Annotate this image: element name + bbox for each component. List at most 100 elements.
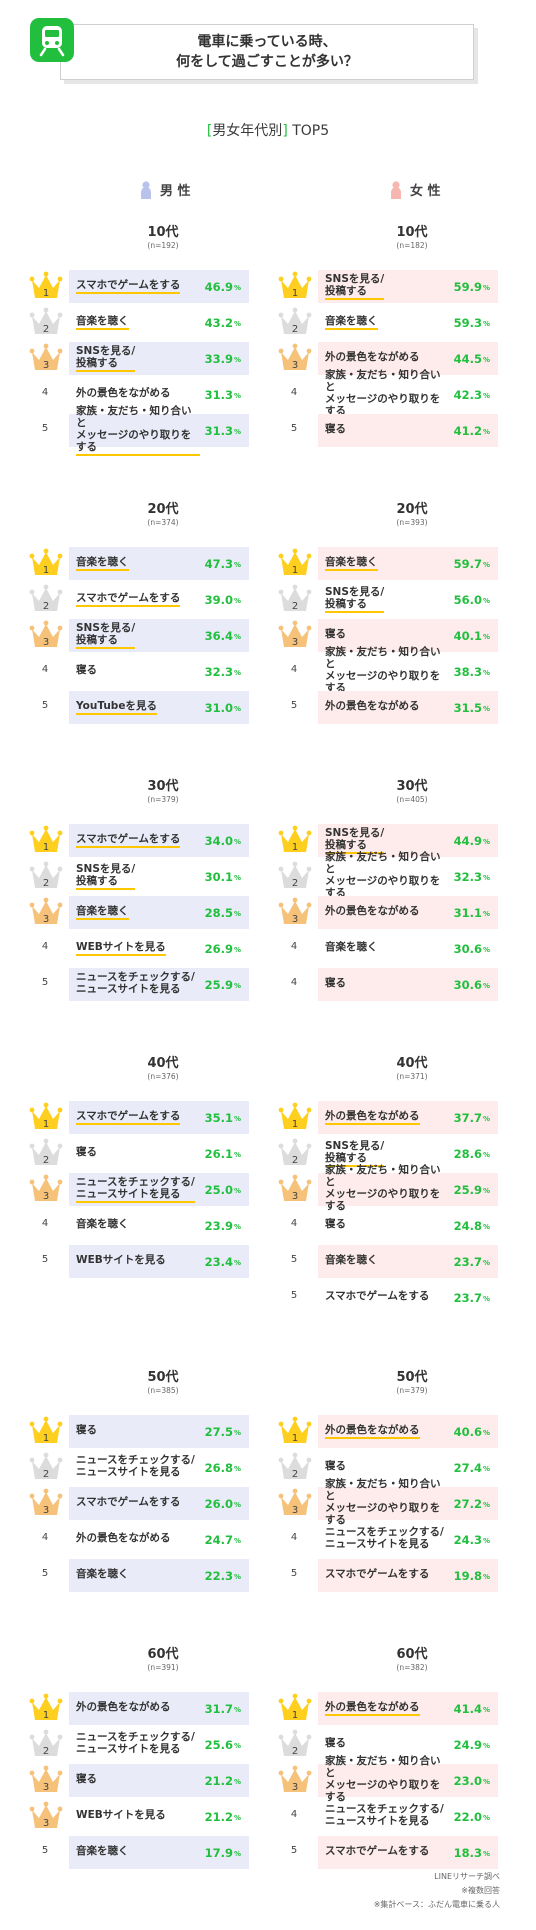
bracket-close: ] xyxy=(282,123,288,139)
item-value: 24.8% xyxy=(453,1218,490,1233)
item-cell: 外の景色をながめる 31.7% xyxy=(69,1692,249,1725)
ranking-row: 5 家族・友だち・知り合いと メッセージのやり取りをする 31.3% xyxy=(29,405,249,456)
item-value: 35.1% xyxy=(204,1110,241,1125)
item-label: 音楽を聴く xyxy=(76,547,200,580)
item-value: 19.8% xyxy=(453,1568,490,1583)
item-label-text: SNSを見る/投稿する xyxy=(325,586,385,613)
item-value: 41.2% xyxy=(453,423,490,438)
item-cell: ニュースをチェックする/ニュースサイトを見る 22.0% xyxy=(318,1800,498,1833)
ranking-row: 5 YouTubeを見る 31.0% xyxy=(29,691,249,724)
gold-crown-icon: 1 xyxy=(278,825,312,855)
silver-crown-icon: 2 xyxy=(29,1452,63,1482)
item-label: 音楽を聴く xyxy=(76,306,200,339)
item-label: 音楽を聴く xyxy=(325,932,449,965)
item-label-text: スマホでゲームをする xyxy=(76,1496,181,1508)
item-cell: ニュースをチェックする/ニュースサイトを見る 25.9% xyxy=(69,968,249,1001)
ranking-row: 2 寝る 27.4% xyxy=(278,1451,498,1484)
percent-unit: % xyxy=(482,392,490,400)
item-label: スマホでゲームをする xyxy=(76,1101,200,1134)
item-cell: 家族・友だち・知り合いと メッセージのやり取りをする 31.3% xyxy=(69,405,249,456)
percent-unit: % xyxy=(233,1187,241,1195)
percent-unit: % xyxy=(482,597,490,605)
item-value: 46.9% xyxy=(204,279,241,294)
item-value: 23.0% xyxy=(453,1773,490,1788)
percent-unit: % xyxy=(233,1115,241,1123)
item-label-text: スマホでゲームをする xyxy=(325,1568,430,1580)
percent-unit: % xyxy=(233,1259,241,1267)
sample-size: (n=385) xyxy=(147,1386,179,1395)
item-value: 41.4% xyxy=(453,1701,490,1716)
item-label-text: 音楽を聴く xyxy=(325,315,378,330)
rank-number: 4 xyxy=(290,1218,298,1229)
svg-text:3: 3 xyxy=(292,1505,298,1516)
item-cell: 寝る 41.2% xyxy=(318,414,498,447)
item-cell: 外の景色をながめる 31.5% xyxy=(318,691,498,724)
ranking-row: 5 外の景色をながめる 31.5% xyxy=(278,691,498,724)
item-value: 26.8% xyxy=(204,1460,241,1475)
bracket-open: [ xyxy=(206,123,213,139)
item-cell: スマホでゲームをする 39.0% xyxy=(69,583,249,616)
ranking-row: 2 音楽を聴く 43.2% xyxy=(29,306,249,339)
title-line-1: 電車に乗っている時、 xyxy=(197,34,337,50)
svg-text:3: 3 xyxy=(43,637,49,648)
item-value: 59.9% xyxy=(453,279,490,294)
percent-unit: % xyxy=(482,1259,490,1267)
age-group-label-female: 40代 (n=371) xyxy=(352,1056,472,1082)
gold-crown-icon: 1 xyxy=(29,1416,63,1446)
svg-text:1: 1 xyxy=(292,565,298,576)
item-value: 24.9% xyxy=(453,1737,490,1752)
percent-unit: % xyxy=(233,392,241,400)
item-value: 23.4% xyxy=(204,1254,241,1269)
item-label: 家族・友だち・知り合いと メッセージのやり取りをする xyxy=(325,1478,449,1526)
item-cell: スマホでゲームをする 18.3% xyxy=(318,1836,498,1869)
rank-number: 4 xyxy=(41,1218,49,1229)
bronze-crown-icon: 3 xyxy=(29,343,63,373)
ranking-row: 3 WEBサイトを見る 21.2% xyxy=(29,1800,249,1833)
item-value: 31.5% xyxy=(453,700,490,715)
percent-unit: % xyxy=(482,874,490,882)
item-cell: 音楽を聴く 43.2% xyxy=(69,306,249,339)
ranking-row: 1 外の景色をながめる 31.7% xyxy=(29,1692,249,1725)
item-label-text: 外の景色をながめる xyxy=(325,1701,420,1716)
silver-crown-icon: 2 xyxy=(29,861,63,891)
item-value: 31.1% xyxy=(453,905,490,920)
item-cell: 音楽を聴く 17.9% xyxy=(69,1836,249,1869)
item-label-text: SNSを見る/投稿する xyxy=(76,622,136,649)
svg-text:1: 1 xyxy=(43,1433,49,1444)
svg-text:1: 1 xyxy=(292,288,298,299)
percent-unit: % xyxy=(482,320,490,328)
female-label: 女 性 xyxy=(410,184,441,199)
item-label: スマホでゲームをする xyxy=(325,1559,449,1592)
item-label-text: ニュースをチェックする/ニュースサイトを見る xyxy=(76,1731,195,1755)
rank-number: 5 xyxy=(41,1568,49,1579)
bronze-crown-icon: 3 xyxy=(278,897,312,927)
ranking-row: 1 外の景色をながめる 40.6% xyxy=(278,1415,498,1448)
item-cell: 家族・友だち・知り合いと メッセージのやり取りをする 32.3% xyxy=(318,851,498,902)
item-label-text: 寝る xyxy=(325,977,346,989)
percent-unit: % xyxy=(233,1223,241,1231)
item-value: 21.2% xyxy=(204,1773,241,1788)
ranking-row: 2 家族・友だち・知り合いと メッセージのやり取りをする 32.3% xyxy=(278,851,498,902)
svg-text:1: 1 xyxy=(43,1119,49,1130)
percent-unit: % xyxy=(482,1151,490,1159)
item-cell: SNSを見る/投稿する 30.1% xyxy=(69,860,249,893)
item-value: 31.7% xyxy=(204,1701,241,1716)
item-cell: SNSを見る/投稿する 28.6% xyxy=(318,1137,498,1170)
item-cell: 家族・友だち・知り合いと メッセージのやり取りをする 25.9% xyxy=(318,1164,498,1212)
ranking-row: 5 スマホでゲームをする 18.3% xyxy=(278,1836,498,1869)
item-label-text: 寝る xyxy=(325,423,346,435)
item-cell: 外の景色をながめる 31.1% xyxy=(318,896,498,929)
item-cell: 寝る 40.1% xyxy=(318,619,498,652)
sample-size: (n=182) xyxy=(396,241,428,250)
ranking-row: 4 寝る 30.6% xyxy=(278,968,498,1001)
item-label: 外の景色をながめる xyxy=(325,896,449,929)
ranking-row: 1 外の景色をながめる 37.7% xyxy=(278,1101,498,1134)
item-value: 25.0% xyxy=(204,1182,241,1197)
item-label: 家族・友だち・知り合いと メッセージのやり取りをする xyxy=(325,851,449,902)
item-label-text: 寝る xyxy=(325,1218,346,1230)
item-label-text: 家族・友だち・知り合いと メッセージのやり取りをする xyxy=(325,1164,441,1212)
rank-number: 4 xyxy=(41,1532,49,1543)
item-label: 寝る xyxy=(325,968,449,1001)
rank-number: 5 xyxy=(41,1254,49,1265)
item-label: スマホでゲームをする xyxy=(325,1281,449,1314)
